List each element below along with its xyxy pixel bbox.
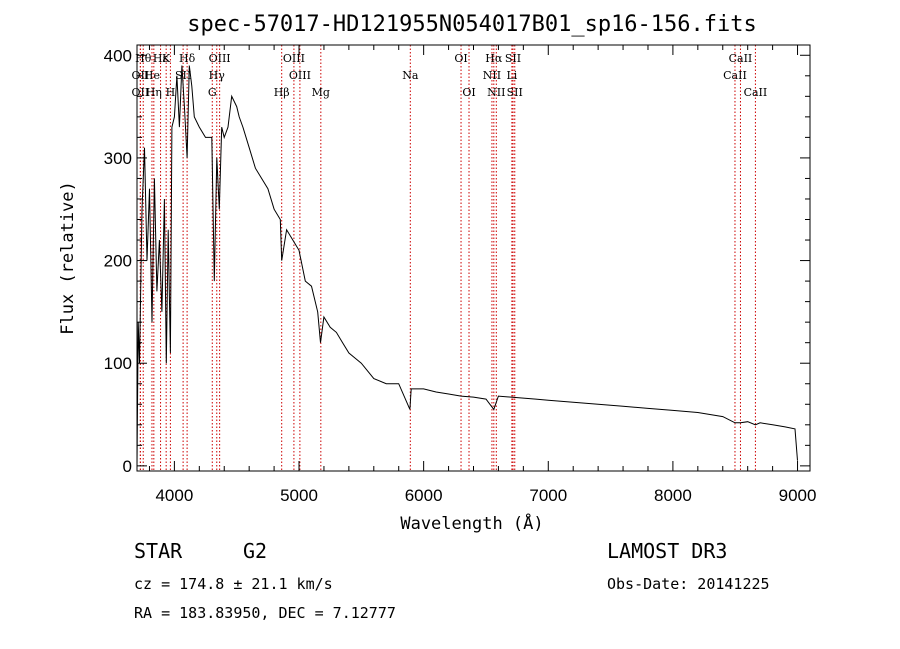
y-tick-label: 400 xyxy=(104,46,132,65)
line-marker-label: OI xyxy=(462,86,475,99)
line-marker-label: K xyxy=(162,52,171,65)
line-marker-label: OIII xyxy=(283,52,305,65)
x-tick-label: 6000 xyxy=(405,486,443,505)
line-marker-label: Mg xyxy=(312,86,330,99)
line-marker-label: H xyxy=(166,86,176,99)
coordinates: RA = 183.83950, DEC = 7.12777 xyxy=(134,604,396,622)
object-subclass: G2 xyxy=(243,539,268,563)
line-marker-label: Hβ xyxy=(274,86,290,99)
plot-frame xyxy=(136,44,811,472)
line-marker-label: OI xyxy=(454,52,467,65)
line-marker-label: SII xyxy=(505,52,521,65)
line-marker-label: SII xyxy=(507,86,523,99)
line-marker-label: Na xyxy=(402,69,419,82)
x-tick-label: 9000 xyxy=(779,486,817,505)
y-axis-ticks: 0 100 200 300 400 xyxy=(104,46,810,476)
object-class: STAR xyxy=(134,539,183,563)
y-tick-label: 300 xyxy=(104,149,132,168)
line-marker-label: Hδ xyxy=(179,52,196,65)
obs-date: Obs-Date: 20141225 xyxy=(607,575,770,593)
line-markers xyxy=(139,45,756,471)
line-marker-label: Hγ xyxy=(209,69,226,82)
x-tick-label: 5000 xyxy=(280,486,318,505)
line-marker-label: Hθ xyxy=(135,52,152,65)
line-marker-label: NII xyxy=(487,86,505,99)
line-marker-label: Hα xyxy=(485,52,503,65)
y-tick-label: 200 xyxy=(104,252,132,271)
y-tick-label: 100 xyxy=(104,354,132,373)
line-marker-label: Li xyxy=(506,69,517,82)
line-marker-label: OII xyxy=(132,86,150,99)
line-marker-label: OIII xyxy=(289,69,311,82)
survey-name: LAMOST DR3 xyxy=(607,539,728,563)
x-axis-ticks: 4000 5000 6000 7000 8000 9000 xyxy=(148,45,817,505)
line-marker-label: SII xyxy=(175,69,191,82)
line-marker-label: OIII xyxy=(209,52,231,65)
y-axis-label: Flux (relative) xyxy=(58,181,78,335)
chart-title: spec-57017-HD121955N054017B01_sp16-156.f… xyxy=(187,12,757,37)
line-marker-label: Hε xyxy=(153,52,169,65)
redshift-value: cz = 174.8 ± 21.1 km/s xyxy=(134,575,333,593)
x-tick-label: 4000 xyxy=(155,486,193,505)
line-marker-label: CaII xyxy=(744,86,768,99)
line-marker-label: G xyxy=(208,86,217,99)
line-marker-label: He xyxy=(144,69,160,82)
y-tick-label: 0 xyxy=(123,457,132,476)
x-axis-label: Wavelength (Å) xyxy=(400,512,543,534)
x-tick-label: 7000 xyxy=(529,486,567,505)
spectrum-line xyxy=(136,65,798,466)
line-marker-label: NII xyxy=(483,69,501,82)
x-tick-label: 8000 xyxy=(654,486,692,505)
line-marker-label: Hη xyxy=(146,86,162,99)
line-marker-label: CaII xyxy=(723,69,747,82)
line-marker-label: CaII xyxy=(729,52,753,65)
